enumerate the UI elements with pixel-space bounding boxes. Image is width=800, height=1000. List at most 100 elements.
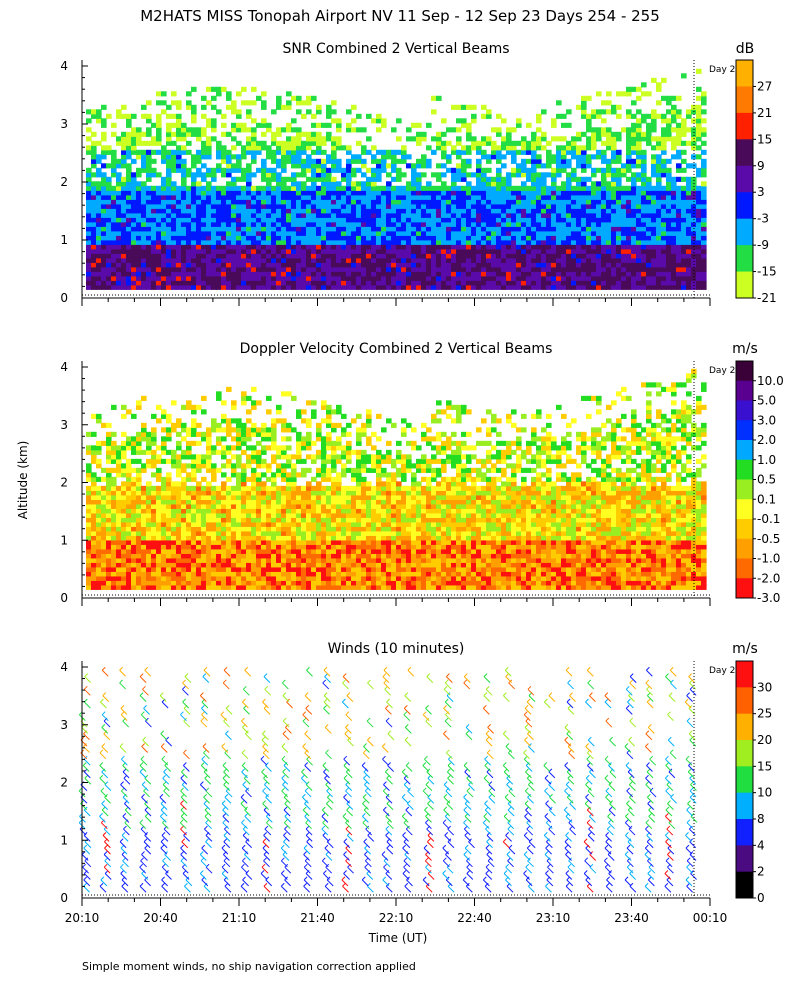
heatmap-cell — [296, 154, 302, 160]
heatmap-cell — [166, 580, 172, 586]
heatmap-cell — [96, 499, 102, 505]
heatmap-cell — [676, 109, 682, 115]
heatmap-cell — [591, 190, 597, 196]
heatmap-cell — [196, 154, 202, 160]
heatmap-cell — [556, 172, 562, 178]
heatmap-cell — [96, 221, 102, 227]
heatmap-cell — [221, 149, 227, 155]
heatmap-cell — [701, 194, 707, 200]
heatmap-cell — [366, 230, 372, 236]
heatmap-cell — [471, 113, 477, 119]
heatmap-cell — [646, 248, 652, 254]
heatmap-cell — [371, 118, 377, 124]
heatmap-cell — [596, 190, 602, 196]
heatmap-cell — [191, 557, 197, 563]
heatmap-cell — [356, 194, 362, 200]
heatmap-cell — [341, 266, 347, 272]
heatmap-cell — [146, 445, 152, 451]
heatmap-cell — [356, 203, 362, 209]
heatmap-cell — [111, 253, 117, 259]
heatmap-cell — [141, 208, 147, 214]
heatmap-cell — [206, 145, 212, 151]
heatmap-cell — [236, 203, 242, 209]
heatmap-cell — [86, 248, 92, 254]
heatmap-cell — [126, 485, 132, 491]
heatmap-cell — [131, 257, 137, 263]
heatmap-cell — [286, 262, 292, 268]
heatmap-cell — [121, 553, 127, 559]
heatmap-cell — [171, 539, 177, 545]
heatmap-cell — [366, 208, 372, 214]
heatmap-cell — [211, 199, 217, 205]
heatmap-cell — [536, 257, 542, 263]
heatmap-cell — [451, 239, 457, 245]
heatmap-cell — [101, 562, 107, 568]
heatmap-cell — [656, 266, 662, 272]
heatmap-cell — [181, 575, 187, 581]
heatmap-cell — [126, 203, 132, 209]
heatmap-cell — [476, 266, 482, 272]
heatmap-cell — [541, 253, 547, 259]
heatmap-cell — [346, 185, 352, 191]
heatmap-cell — [356, 239, 362, 245]
heatmap-cell — [626, 194, 632, 200]
heatmap-cell — [156, 584, 162, 590]
heatmap-cell — [351, 104, 357, 110]
heatmap-cell — [491, 127, 497, 133]
heatmap-cell — [241, 145, 247, 151]
heatmap-cell — [141, 194, 147, 200]
heatmap-cell — [541, 280, 547, 286]
heatmap-cell — [161, 176, 167, 182]
heatmap-cell — [671, 113, 677, 119]
heatmap-cell — [161, 517, 167, 523]
heatmap-cell — [101, 580, 107, 586]
heatmap-cell — [676, 163, 682, 169]
heatmap-cell — [461, 190, 467, 196]
heatmap-cell — [346, 158, 352, 164]
heatmap-cell — [311, 113, 317, 119]
heatmap-cell — [576, 257, 582, 263]
heatmap-cell — [371, 212, 377, 218]
heatmap-cell — [546, 194, 552, 200]
heatmap-cell — [526, 257, 532, 263]
heatmap-cell — [306, 280, 312, 286]
heatmap-cell — [451, 212, 457, 218]
heatmap-cell — [341, 203, 347, 209]
heatmap-cell — [206, 181, 212, 187]
heatmap-cell — [291, 149, 297, 155]
heatmap-cell — [191, 467, 197, 473]
heatmap-cell — [626, 154, 632, 160]
heatmap-cell — [571, 212, 577, 218]
heatmap-cell — [151, 212, 157, 218]
heatmap-cell — [161, 257, 167, 263]
heatmap-cell — [96, 490, 102, 496]
heatmap-cell — [126, 571, 132, 577]
heatmap-cell — [651, 280, 657, 286]
heatmap-cell — [316, 185, 322, 191]
heatmap-cell — [191, 517, 197, 523]
heatmap-cell — [181, 539, 187, 545]
heatmap-cell — [516, 194, 522, 200]
heatmap-cell — [316, 163, 322, 169]
heatmap-cell — [421, 266, 427, 272]
heatmap-cell — [106, 544, 112, 550]
heatmap-cell — [276, 262, 282, 268]
heatmap-cell — [601, 109, 607, 115]
heatmap-cell — [421, 244, 427, 250]
heatmap-cell — [596, 235, 602, 241]
heatmap-cell — [186, 454, 192, 460]
heatmap-cell — [461, 244, 467, 250]
heatmap-cell — [591, 203, 597, 209]
heatmap-cell — [196, 226, 202, 232]
heatmap-cell — [146, 167, 152, 173]
heatmap-cell — [531, 239, 537, 245]
heatmap-cell — [426, 217, 432, 223]
heatmap-cell — [406, 190, 412, 196]
heatmap-cell — [626, 226, 632, 232]
heatmap-cell — [321, 167, 327, 173]
heatmap-cell — [571, 149, 577, 155]
heatmap-cell — [201, 217, 207, 223]
heatmap-cell — [196, 490, 202, 496]
heatmap-cell — [691, 212, 697, 218]
heatmap-cell — [651, 221, 657, 227]
